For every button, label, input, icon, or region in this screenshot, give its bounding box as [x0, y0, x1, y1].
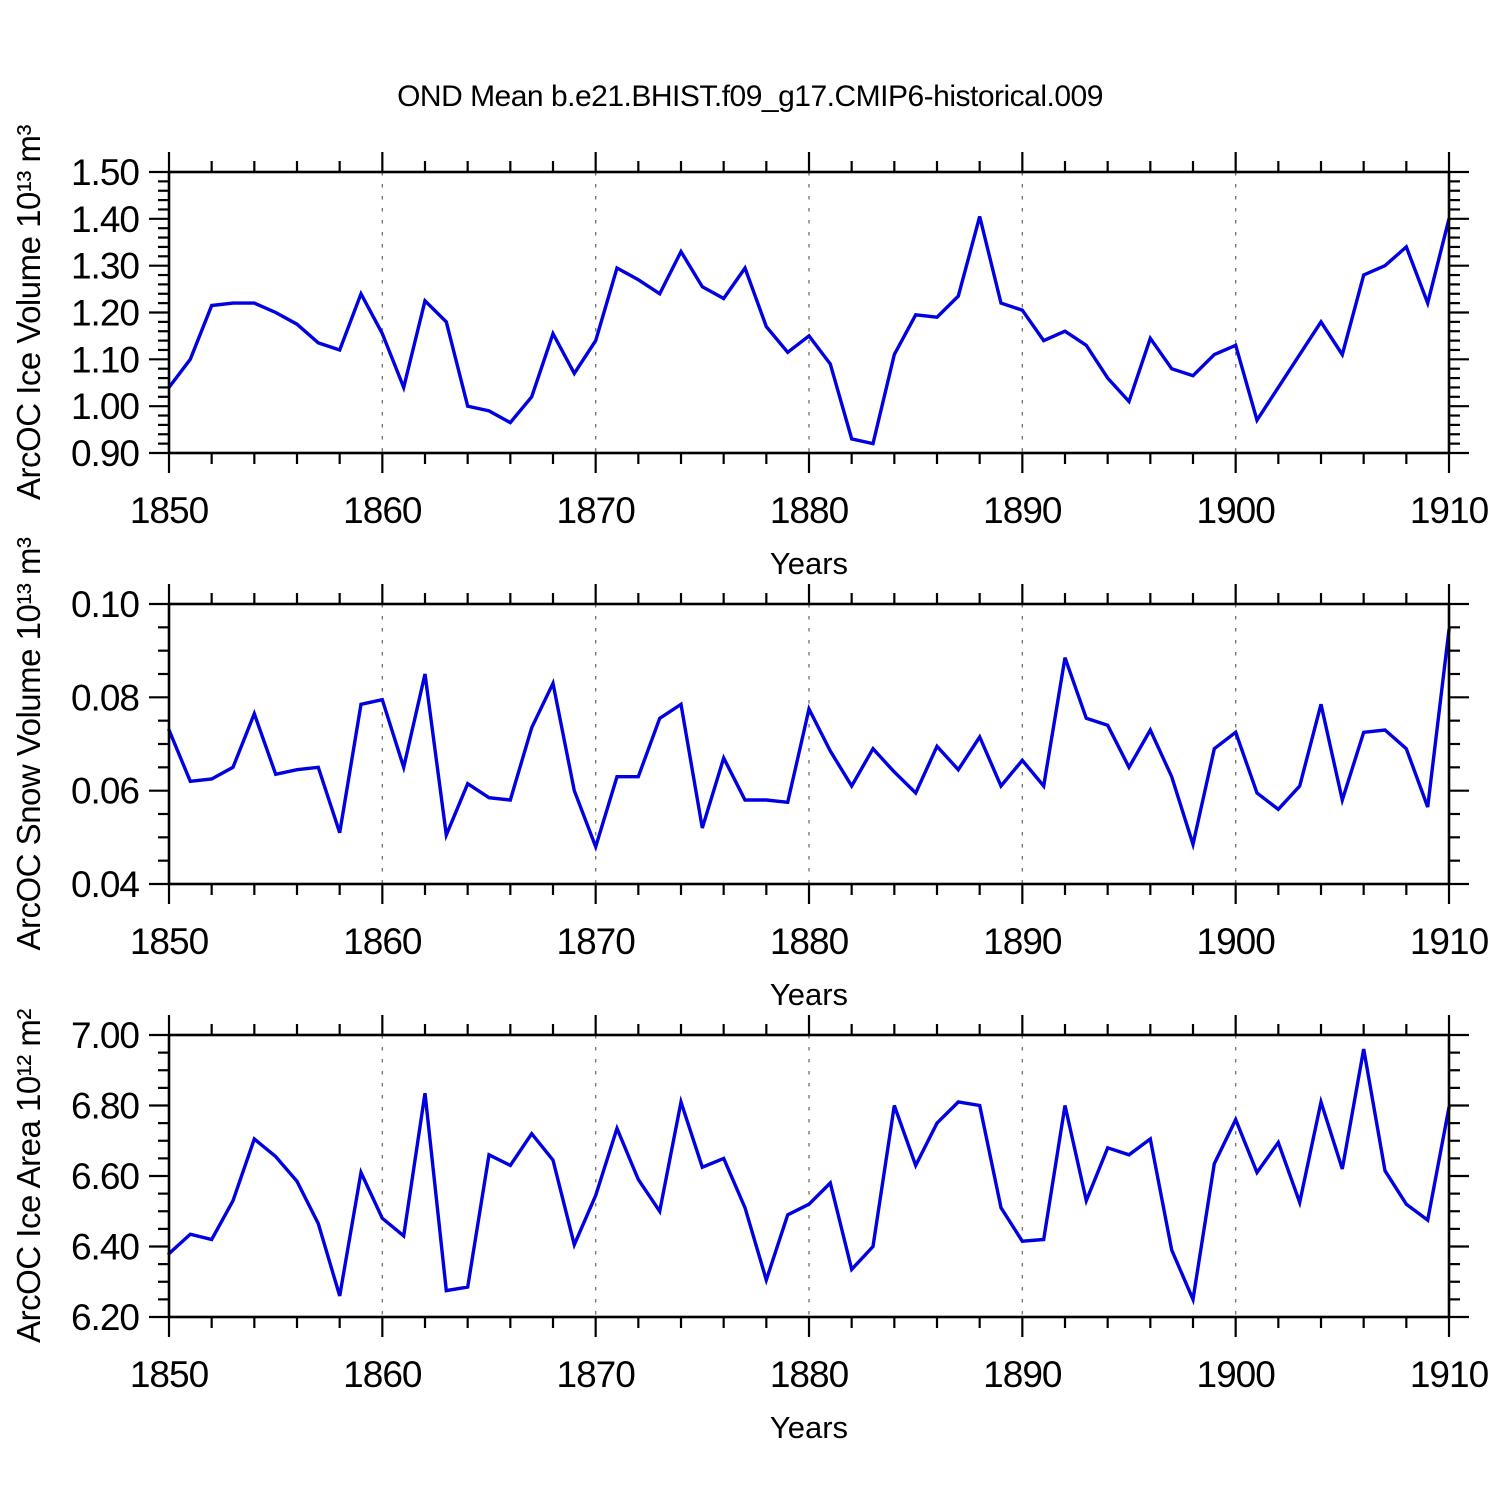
x-axis-title: Years — [770, 1410, 848, 1445]
x-tick-label: 1910 — [1410, 490, 1489, 531]
y-tick-label: 6.80 — [71, 1085, 139, 1126]
plot-box — [167, 170, 1451, 455]
series-line-ice-volume — [167, 216, 1451, 446]
y-tick-label: 6.40 — [71, 1226, 139, 1267]
y-tick-label: 7.00 — [71, 1015, 139, 1056]
y-axis-title-ice-area: ArcOC Ice Area 10¹² m² — [10, 1009, 47, 1343]
x-tick-label: 1880 — [770, 921, 849, 962]
x-tick-label: 1860 — [343, 490, 422, 531]
series-line-snow-volume — [167, 628, 1451, 852]
y-tick-label: 1.10 — [71, 339, 139, 380]
plot-box — [167, 602, 1451, 886]
series-line-ice-area — [167, 1048, 1451, 1306]
x-tick-label: 1900 — [1197, 490, 1276, 531]
x-tick-label: 1870 — [557, 921, 636, 962]
y-tick-label: 1.50 — [71, 152, 139, 193]
panel-ice-area: 1850 1860 1870 1880 1890 1900 1910 6.20 6.40 6.60… — [10, 1009, 1490, 1445]
y-axis-title-snow-volume: ArcOC Snow Volume 10¹³ m³ — [10, 537, 47, 950]
x-axis-title: Years — [770, 546, 848, 581]
x-tick-label: 1890 — [983, 921, 1062, 962]
axis-ticks — [149, 584, 1469, 904]
axis-ticks — [149, 1015, 1469, 1337]
y-tick-label: 0.06 — [71, 771, 139, 812]
x-tick-label: 1860 — [343, 921, 422, 962]
x-tick-label: 1880 — [770, 1354, 849, 1395]
panel-snow-volume: 1850 1860 1870 1880 1890 1900 1910 0.04 0.06 0.08… — [10, 537, 1490, 1012]
panel-ice-volume: 1850 1860 1870 1880 1890 1900 1910 0.90 1.00 1.10… — [10, 125, 1490, 581]
y-tick-label: 6.20 — [71, 1297, 139, 1338]
x-tick-label: 1910 — [1410, 921, 1489, 962]
y-tick-label: 0.10 — [71, 584, 139, 625]
x-tick-label: 1870 — [557, 490, 636, 531]
x-tick-label: 1850 — [130, 1354, 209, 1395]
y-tick-label: 0.08 — [71, 677, 139, 718]
y-tick-label: 1.40 — [71, 199, 139, 240]
x-tick-label: 1850 — [130, 490, 209, 531]
axis-ticks — [149, 152, 1469, 473]
y-tick-label: 1.00 — [71, 386, 139, 427]
y-tick-label: 1.20 — [71, 292, 139, 333]
y-tick-label: 6.60 — [71, 1156, 139, 1197]
x-tick-label: 1890 — [983, 1354, 1062, 1395]
y-tick-label: 0.04 — [71, 864, 139, 905]
x-tick-label: 1910 — [1410, 1354, 1489, 1395]
x-axis-title: Years — [770, 977, 848, 1012]
y-tick-label: 1.30 — [71, 246, 139, 287]
x-tick-label: 1900 — [1197, 1354, 1276, 1395]
y-tick-label: 0.90 — [71, 433, 139, 474]
y-axis-title-ice-volume: ArcOC Ice Volume 10¹³ m³ — [10, 125, 47, 500]
x-tick-label: 1890 — [983, 490, 1062, 531]
x-tick-label: 1850 — [130, 921, 209, 962]
x-tick-label: 1860 — [343, 1354, 422, 1395]
x-tick-label: 1880 — [770, 490, 849, 531]
chart-title: OND Mean b.e21.BHIST.f09_g17.CMIP6-histo… — [397, 80, 1103, 113]
x-tick-label: 1870 — [557, 1354, 636, 1395]
x-tick-label: 1900 — [1197, 921, 1276, 962]
